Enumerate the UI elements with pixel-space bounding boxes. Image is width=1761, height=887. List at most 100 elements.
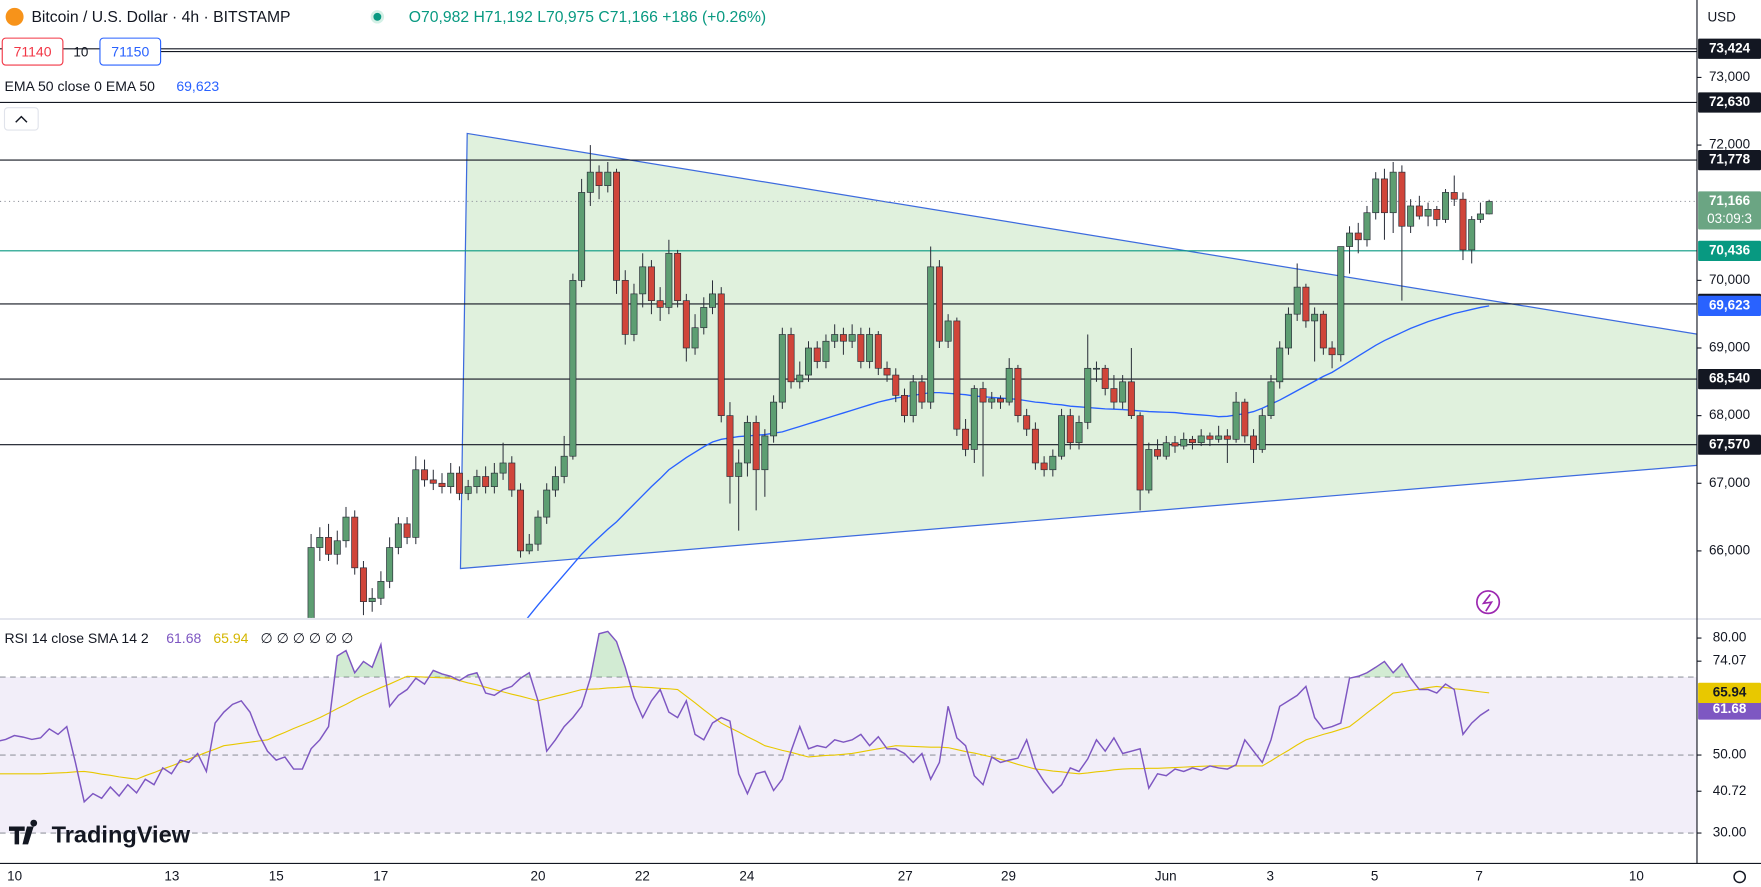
logo-icon bbox=[8, 819, 38, 845]
ema-legend-value: 69,623 bbox=[176, 78, 219, 94]
candle-body bbox=[979, 388, 987, 403]
candle-body bbox=[857, 334, 865, 362]
x-tick-label: 15 bbox=[269, 868, 284, 883]
triangle-drawing[interactable] bbox=[459, 132, 1697, 570]
y-tick-label: 68,000 bbox=[1709, 407, 1750, 422]
currency-label[interactable]: USD bbox=[1707, 10, 1736, 25]
candle-body bbox=[1276, 347, 1284, 383]
level-label: 71,778 bbox=[1709, 152, 1751, 167]
collapse-button[interactable] bbox=[3, 107, 39, 131]
candle-body bbox=[438, 482, 446, 487]
ema-legend[interactable]: EMA 50 close 0 EMA 50 bbox=[4, 78, 155, 94]
candle-body bbox=[1206, 435, 1214, 440]
settings-icon[interactable] bbox=[1733, 870, 1747, 884]
x-tick-label: 7 bbox=[1475, 868, 1482, 883]
candle-body bbox=[1127, 381, 1135, 416]
candle-body bbox=[307, 547, 315, 618]
rsi-sma-line bbox=[0, 675, 1490, 780]
candle-body bbox=[1223, 435, 1231, 440]
candle-body bbox=[421, 469, 429, 481]
candle-body bbox=[848, 334, 856, 342]
candle-body bbox=[1433, 209, 1441, 220]
countdown-label: 03:09:3 bbox=[1707, 211, 1752, 226]
candle-body bbox=[508, 462, 516, 491]
candle-body bbox=[1267, 381, 1275, 416]
candle-body bbox=[1040, 462, 1048, 471]
candle-body bbox=[394, 523, 402, 548]
candle-body bbox=[1407, 205, 1415, 227]
x-tick-label: 10 bbox=[1629, 868, 1644, 883]
candle-body bbox=[1450, 192, 1458, 200]
candle-body bbox=[1250, 435, 1258, 450]
candle-body bbox=[866, 334, 874, 362]
candle-body bbox=[1171, 442, 1179, 447]
candle-body bbox=[1442, 192, 1450, 220]
candle-body bbox=[1101, 367, 1109, 389]
candle-body bbox=[586, 171, 594, 193]
rsi-legend-value: 61.68 bbox=[166, 630, 201, 646]
buy-chip[interactable] bbox=[99, 37, 162, 66]
candle-body bbox=[831, 334, 839, 342]
sell-chip[interactable] bbox=[1, 37, 64, 66]
candle-body bbox=[839, 334, 847, 342]
buy-price[interactable]: 71150 bbox=[111, 43, 149, 59]
candle-body bbox=[1241, 401, 1249, 437]
candle-body bbox=[1092, 367, 1100, 370]
x-tick-label: 3 bbox=[1266, 868, 1273, 883]
candle-body bbox=[805, 347, 812, 376]
candle-body bbox=[499, 462, 507, 474]
rsi-last-box bbox=[1698, 699, 1761, 720]
candle-body bbox=[1136, 415, 1144, 491]
candle-body bbox=[874, 334, 882, 369]
candle-body bbox=[1031, 428, 1039, 464]
candle-body bbox=[359, 567, 367, 602]
x-tick-label: 22 bbox=[635, 868, 650, 883]
candle-body bbox=[1389, 171, 1397, 214]
candle-body bbox=[796, 374, 804, 383]
symbol-title[interactable]: Bitcoin / U.S. Dollar · 4h · BITSTAMP bbox=[31, 9, 290, 26]
level-label: 67,570 bbox=[1709, 436, 1750, 451]
candle-body bbox=[1476, 213, 1484, 220]
candle-body bbox=[1485, 201, 1493, 215]
candle-body bbox=[1084, 367, 1092, 423]
candle-body bbox=[325, 537, 333, 555]
candle-body bbox=[970, 388, 978, 450]
candle-body bbox=[377, 581, 385, 599]
candle-body bbox=[1284, 313, 1292, 349]
candle-body bbox=[1415, 205, 1423, 217]
ema-last-label: 69,623 bbox=[1709, 297, 1750, 312]
candle-body bbox=[988, 398, 996, 403]
rsi-y-tick-label: 50.00 bbox=[1713, 747, 1747, 762]
sell-price[interactable]: 71140 bbox=[14, 43, 52, 59]
candle-body bbox=[1049, 455, 1057, 471]
ema-line bbox=[526, 305, 1490, 618]
x-tick-label: 20 bbox=[530, 868, 545, 883]
price-pane bbox=[0, 48, 1697, 618]
candle-body bbox=[674, 252, 682, 301]
logo-text[interactable]: TradingView bbox=[52, 822, 191, 848]
rsi-legend[interactable]: RSI 14 close SMA 14 2 bbox=[4, 630, 148, 646]
candle-body bbox=[901, 395, 908, 416]
bitcoin-icon bbox=[5, 7, 24, 26]
candle-body bbox=[464, 486, 472, 494]
candle-body bbox=[473, 476, 481, 487]
candle-body bbox=[883, 367, 891, 376]
candle-body bbox=[1468, 219, 1476, 251]
candle-body bbox=[1319, 313, 1327, 349]
candle-body bbox=[569, 280, 577, 457]
candle-body bbox=[604, 171, 612, 187]
candle-body bbox=[543, 489, 551, 518]
x-tick-label: Jun bbox=[1155, 868, 1177, 883]
candle-body bbox=[918, 381, 926, 403]
candle-body bbox=[333, 540, 341, 555]
candle-body bbox=[1162, 442, 1170, 457]
x-tick-label: 24 bbox=[739, 868, 754, 883]
candle-body bbox=[717, 293, 725, 416]
candle-body bbox=[1075, 422, 1083, 444]
candle-body bbox=[962, 428, 970, 450]
rsi-sma-legend-value: 65.94 bbox=[213, 630, 248, 646]
candle-body bbox=[935, 266, 943, 342]
candle-body bbox=[1328, 347, 1336, 356]
